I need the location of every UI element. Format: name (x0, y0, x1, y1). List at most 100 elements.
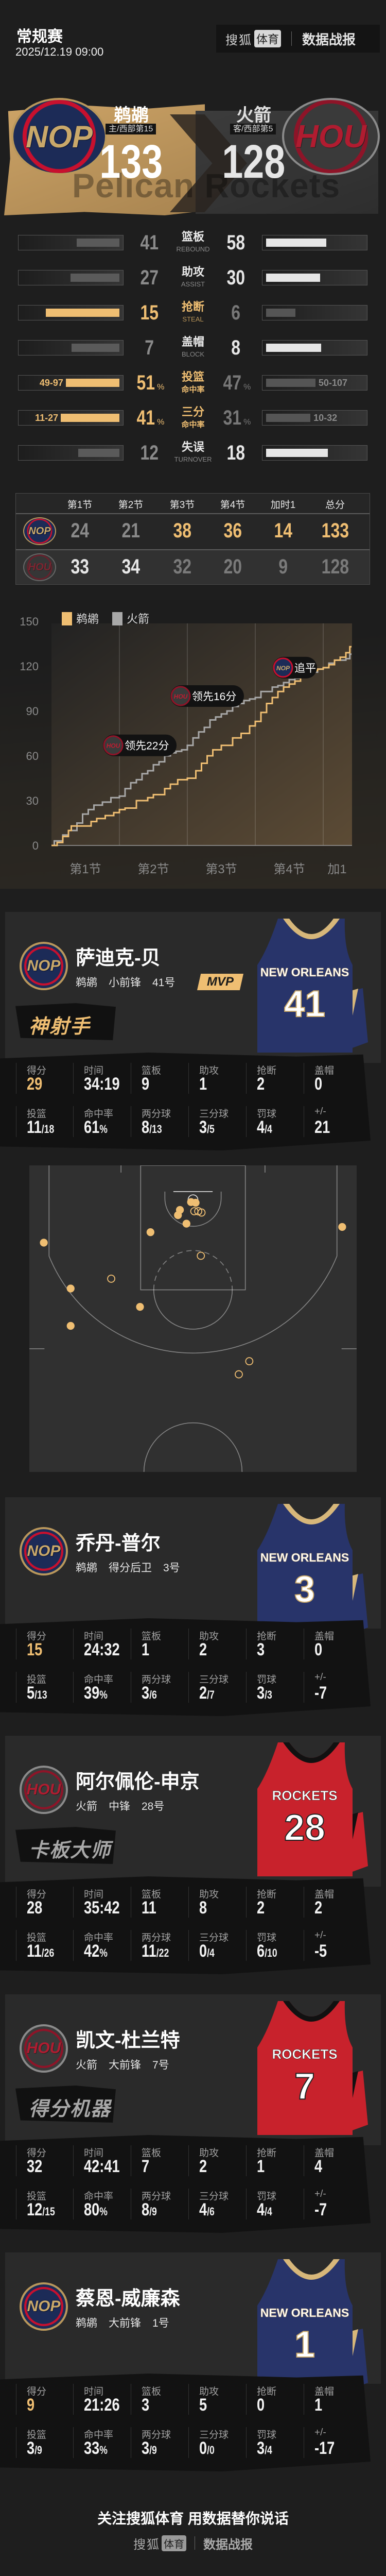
x-tick-label: 加1 (327, 862, 346, 876)
player-info: 火箭 中锋 28号 (76, 1798, 176, 1814)
home-stat-bar-fill (46, 309, 119, 317)
stat-value: 8/9 (142, 2200, 157, 2220)
stat-cell: 时间 21:26 (73, 2384, 131, 2415)
home-stat-bar-fill (78, 449, 119, 457)
stat-value: 28 (27, 1898, 42, 1918)
away-team-rank: 客/西部第5 (230, 124, 276, 134)
stat-label: 命中率 (84, 2191, 114, 2202)
stat-label: +/- (314, 1106, 326, 1117)
stat-value: 21 (314, 1117, 330, 1138)
stat-value-suffix: % (99, 2444, 108, 2456)
away-stat-number: 58 (226, 231, 245, 254)
jersey-collar (283, 2259, 340, 2280)
away-team-logo: HOU (282, 98, 380, 175)
stat-cell: 盖帽 2 (304, 1887, 362, 1918)
home-stat-number: 41 (136, 406, 155, 429)
stat-value-main: 5 (27, 1683, 35, 1703)
stat-label: +/- (314, 1672, 326, 1683)
stat-label: 助攻 (199, 2148, 219, 2159)
home-team-logo-text: NOP (25, 119, 93, 154)
table-row-away-bg (16, 550, 370, 584)
stat-label: 盖帽 (181, 335, 204, 348)
footer-brand[interactable]: 搜狐 体育 数据战报 (0, 2534, 386, 2552)
stat-value-main: 11 (142, 1941, 156, 1961)
away-quarter-score: 33 (54, 556, 106, 577)
home-quarter-score-value: 24 (71, 519, 89, 542)
home-stat-number: 41 (140, 231, 159, 254)
player-card: HOU 凯文-杜兰特 火箭 大前锋 7号 得分机器 ROCKETS 7 得分 32 时间 42:41 篮… (0, 1994, 386, 2233)
brand-name: 搜狐 (225, 33, 252, 47)
jersey-text: ROCKETS (272, 2046, 337, 2062)
stat-value-suffix: /0 (207, 2444, 215, 2456)
jersey-number: 1 (294, 2324, 315, 2365)
stat-value-suffix: /18 (41, 1123, 55, 1136)
stat-cell: 两分球 8/9 (131, 2189, 189, 2219)
stat-value-main: 28 (27, 1898, 43, 1918)
player-stats: 得分 15 时间 24:32 篮板 1 助攻 2 抢断 3 盖帽 0 投篮 5/13 命中率 39% 两分球 3/… (0, 1618, 371, 1716)
stat-label: 投篮 (27, 2430, 47, 2441)
brand-logo[interactable]: 搜狐 体育 数据战报 (216, 25, 380, 53)
player-tag: 神射手 (15, 1003, 116, 1040)
stat-sublabel: 命中率 (181, 385, 205, 394)
stat-value: 4/4 (257, 2200, 272, 2220)
team-watermark: Pelican Rockets (72, 166, 341, 205)
stat-value: 0/4 (199, 1941, 215, 1961)
stat-cell: 投篮 5/13 (16, 1672, 74, 1703)
away-stat-number: 47 (223, 371, 241, 394)
jersey-number: 3 (294, 1569, 315, 1610)
stat-label: 得分 (27, 2386, 47, 2397)
quarter-header: 第2节 (118, 500, 144, 511)
stat-value: 29 (27, 1074, 42, 1094)
away-stat-bar (262, 445, 367, 461)
annotation-text: 领先22分 (125, 740, 169, 752)
stat-label: 抢断 (257, 1889, 277, 1900)
stat-value-main: 8 (142, 1117, 150, 1137)
away-team-logo-small-text: HOU (28, 561, 51, 573)
chart-annotation: HOU 领先16分 (170, 685, 244, 707)
player-position: 中锋 (109, 1801, 130, 1812)
stat-value-main: 35:42 (84, 1898, 120, 1918)
home-team-rank: 主/西部第15 (106, 124, 156, 134)
home-stat-value: 51% (129, 372, 170, 393)
stat-cell: 三分球 0/0 (188, 2427, 247, 2458)
x-tick-label: 第1节 (69, 862, 101, 876)
percent-unit: % (243, 418, 251, 427)
stat-cell: +/- -5 (304, 1930, 362, 1961)
stat-cell: 篮板 11 (131, 1887, 189, 1918)
home-stat-bar-fill (65, 379, 119, 387)
stat-cell: 投篮 12/15 (16, 2189, 74, 2219)
stat-label: 助攻 (181, 265, 204, 278)
stat-value-main: 4 (257, 1117, 265, 1137)
player-card: NOP 萨迪克-贝 鹈鹕 小前锋 41号 MVP 神射手 NEW ORLEANS 41 得分 29 时… (0, 912, 386, 1150)
stat-value-main: 2 (314, 1898, 323, 1918)
home-stat-number: 27 (140, 266, 159, 289)
player-stats: 得分 32 时间 42:41 篮板 7 助攻 2 抢断 1 盖帽 4 投篮 12/15 命中率 80% 两分球 8… (0, 2135, 371, 2233)
away-stat-bar-fill (266, 449, 328, 457)
away-stat-bar-fill (266, 344, 321, 352)
stat-value: 1 (199, 1074, 207, 1094)
table-divider (16, 513, 370, 514)
stat-value: 7 (142, 2157, 149, 2177)
home-quarter-score: 38 (156, 520, 208, 541)
stat-value: 0 (314, 1074, 322, 1094)
stat-value-main: 33 (84, 2438, 100, 2458)
y-tick-label: 120 (20, 660, 39, 673)
annotation-team-abbr: HOU (107, 742, 120, 750)
footer-slogan: 关注搜狐体育 用数据替你说话 (97, 2511, 289, 2527)
shot-chart (29, 1165, 357, 1472)
jersey-collar (283, 2001, 340, 2022)
stat-value-main: 3 (27, 2438, 35, 2458)
y-tick-label: 60 (26, 750, 39, 762)
home-stat-value: 12 (129, 443, 170, 463)
match-type: 常规赛 (16, 28, 63, 45)
stat-label: 两分球 (142, 2191, 171, 2202)
stat-label: 两分球 (142, 1933, 171, 1943)
stat-label: 命中率 (84, 1933, 114, 1943)
stat-label: 得分 (27, 1889, 47, 1900)
home-stat-value: 27 (129, 267, 170, 288)
player-team-logo: NOP (20, 942, 68, 990)
away-stat-value: 30 (215, 267, 256, 288)
stat-value-main: 1 (257, 2157, 265, 2176)
stat-value-main: 2 (199, 1640, 207, 1659)
away-quarter-score: 20 (207, 556, 258, 577)
